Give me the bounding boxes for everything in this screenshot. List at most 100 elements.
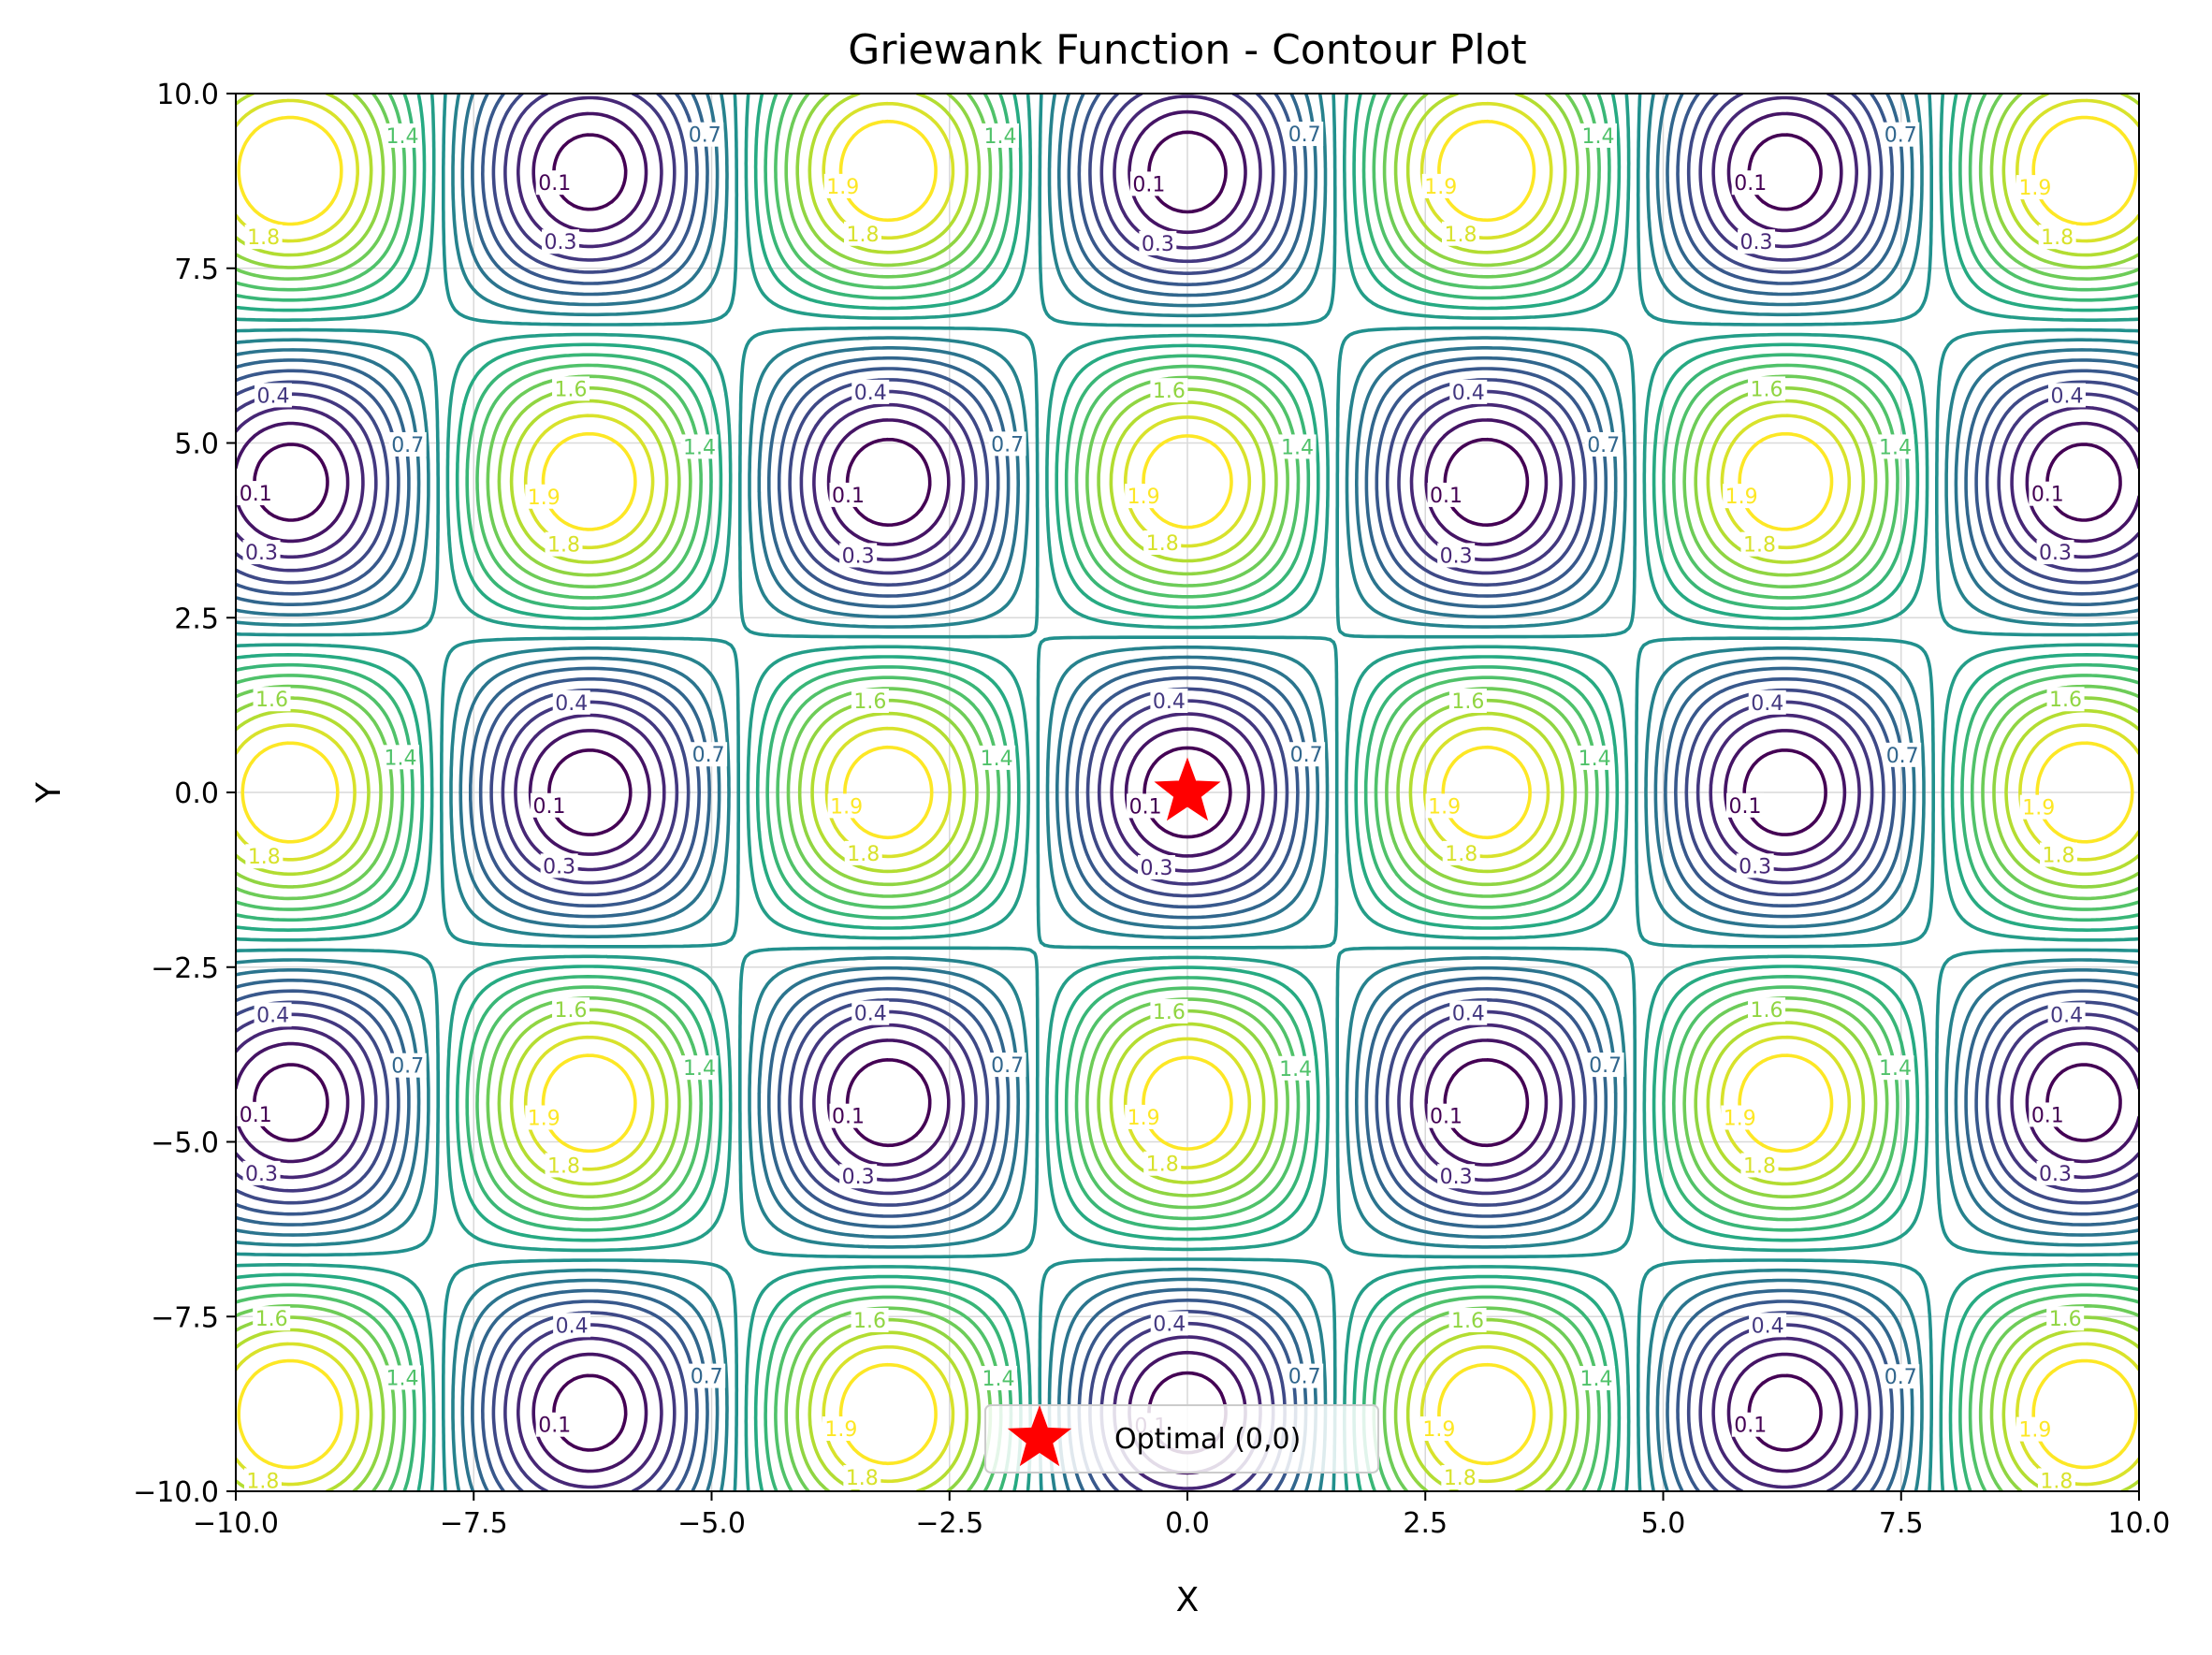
contour-level-label: 0.3 (2039, 1163, 2072, 1186)
contour-level-label: 0.4 (2050, 385, 2083, 408)
contour-level-label: 0.3 (245, 542, 278, 565)
contour-level-label: 0.7 (1587, 434, 1620, 457)
legend: Optimal (0,0) (984, 1404, 1379, 1474)
contour-level-label: 0.4 (555, 692, 588, 716)
contour-level-label: 0.3 (2039, 542, 2072, 565)
contour-level-label: 1.9 (1422, 1418, 1455, 1442)
contour-label-bg (253, 1306, 291, 1331)
contour-level-label: 1.4 (386, 1367, 418, 1390)
contour-level-label: 0.7 (1589, 1054, 1622, 1078)
contour-level-label: 1.8 (2040, 1470, 2073, 1493)
contour-level-label: 1.6 (2049, 1308, 2082, 1331)
contour-level-label: 0.4 (854, 382, 887, 405)
contour-level-label: 1.6 (1153, 1001, 1186, 1024)
contour-level-0.1 (253, 130, 2122, 1455)
contour-level-label: 1.6 (853, 1310, 886, 1333)
contour-level-label: 0.1 (1734, 1415, 1767, 1438)
contour-level-label: 1.9 (824, 1418, 857, 1442)
contour-level-0.3 (236, 94, 2139, 1490)
contour-label-layer: 1.8 1.6 1.4 0.1 0.3 0.4 0.7 1.8 1.6 1.4 0.1 0.3 0.4 0… (237, 122, 2086, 1493)
contour-level-label: 0.1 (832, 1106, 865, 1129)
y-tick-label: −7.5 (151, 1301, 219, 1334)
contour-level-label: 1.6 (1451, 1310, 1484, 1333)
contour-level-label: 0.4 (2050, 1004, 2083, 1027)
x-tick-label: 0.0 (1165, 1507, 1210, 1540)
x-tick-label: −7.5 (440, 1507, 508, 1540)
contour-level-label: 1.4 (385, 747, 417, 770)
contour-level-label: 0.3 (545, 231, 577, 254)
contour-level-1.4 (236, 94, 2139, 1491)
contour-level-label: 1.8 (847, 843, 880, 866)
contour-level-label: 1.8 (1445, 843, 1477, 866)
contour-level-label: 0.7 (1885, 1366, 1917, 1389)
contour-level-label: 0.7 (691, 1366, 723, 1389)
contour-level-1.2 (236, 94, 2139, 1491)
contour-label-bg (243, 1468, 282, 1493)
contour-level-label: 0.4 (1751, 692, 1783, 716)
contour-level-label: 0.7 (1885, 124, 1917, 148)
contour-level-1.1 (236, 94, 2139, 1491)
x-axis-label: X (1176, 1581, 1200, 1619)
y-tick-label: 2.5 (174, 602, 219, 635)
contour-level-1.0 (236, 94, 2139, 1491)
contour-level-label: 0.7 (1288, 1366, 1321, 1389)
contour-level-label: 1.4 (683, 436, 716, 459)
contour-level-label: 1.4 (983, 125, 1016, 149)
contour-level-label: 0.7 (1290, 744, 1323, 767)
contour-level-label: 1.8 (847, 224, 880, 247)
x-tick-label: −10.0 (193, 1507, 279, 1540)
contour-level-label: 0.4 (1452, 1003, 1485, 1026)
y-tick-label: −5.0 (151, 1127, 219, 1160)
contour-level-0.7 (236, 94, 2139, 1491)
contour-level-label: 0.7 (1288, 123, 1321, 147)
contour-level-label: 0.3 (1440, 1166, 1473, 1189)
contour-level-label: 0.1 (532, 795, 565, 819)
contour-level-label: 0.4 (556, 1314, 589, 1338)
contour-level-label: 1.4 (1879, 436, 1912, 459)
contour-level-label: 0.7 (1886, 745, 1919, 768)
contour-level-label: 1.4 (1279, 1058, 1312, 1082)
contour-level-label: 0.1 (1430, 1106, 1463, 1129)
contour-level-label: 1.9 (1128, 486, 1160, 509)
contour-level-label: 0.1 (240, 483, 272, 506)
contour-level-label: 1.9 (2022, 797, 2055, 820)
contour-level-label: 1.8 (1743, 534, 1776, 558)
contour-level-label: 0.3 (1142, 233, 1174, 256)
contour-level-label: 1.6 (1153, 380, 1186, 403)
contour-level-label: 0.1 (1129, 795, 1162, 819)
contour-level-label: 1.4 (1879, 1057, 1912, 1081)
contour-level-label: 1.6 (255, 689, 288, 712)
contour-level-label: 1.8 (1743, 1154, 1776, 1178)
contour-label-bg (237, 1101, 275, 1126)
contour-level-label: 1.9 (2018, 177, 2051, 200)
contour-level-label: 0.4 (256, 1004, 289, 1027)
y-tick-label: −10.0 (133, 1476, 219, 1509)
contour-level-label: 0.1 (538, 172, 571, 196)
contour-level-label: 0.4 (1752, 1314, 1784, 1338)
contour-level-label: 0.4 (1452, 382, 1485, 405)
contour-level-label: 1.8 (248, 846, 281, 869)
contour-level-0.8 (236, 94, 2139, 1491)
legend-label: Optimal (0,0) (1114, 1423, 1301, 1456)
contour-level-label: 0.7 (391, 1055, 424, 1079)
contour-level-label: 1.8 (2043, 845, 2075, 868)
contour-level-label: 0.3 (543, 855, 575, 878)
contour-label-bg (388, 1053, 427, 1078)
contour-level-label: 1.8 (247, 226, 280, 250)
y-tick-label: −2.5 (151, 952, 219, 985)
contour-level-label: 1.6 (1751, 999, 1783, 1023)
y-tick-label: 7.5 (174, 254, 219, 286)
contour-level-0.6 (236, 94, 2139, 1491)
contour-level-label: 0.1 (2031, 484, 2064, 507)
contour-level-0.5 (236, 94, 2139, 1491)
contour-level-label: 0.1 (1132, 173, 1165, 196)
x-tick-label: 2.5 (1403, 1507, 1448, 1540)
x-tick-label: 5.0 (1641, 1507, 1686, 1540)
x-tick-label: 7.5 (1879, 1507, 1924, 1540)
contour-level-label: 1.6 (1451, 690, 1484, 714)
contour-level-label: 1.4 (386, 125, 418, 149)
contour-level-label: 0.3 (842, 544, 875, 568)
contour-level-label: 1.4 (1581, 125, 1614, 149)
contour-level-label: 1.9 (830, 795, 863, 819)
